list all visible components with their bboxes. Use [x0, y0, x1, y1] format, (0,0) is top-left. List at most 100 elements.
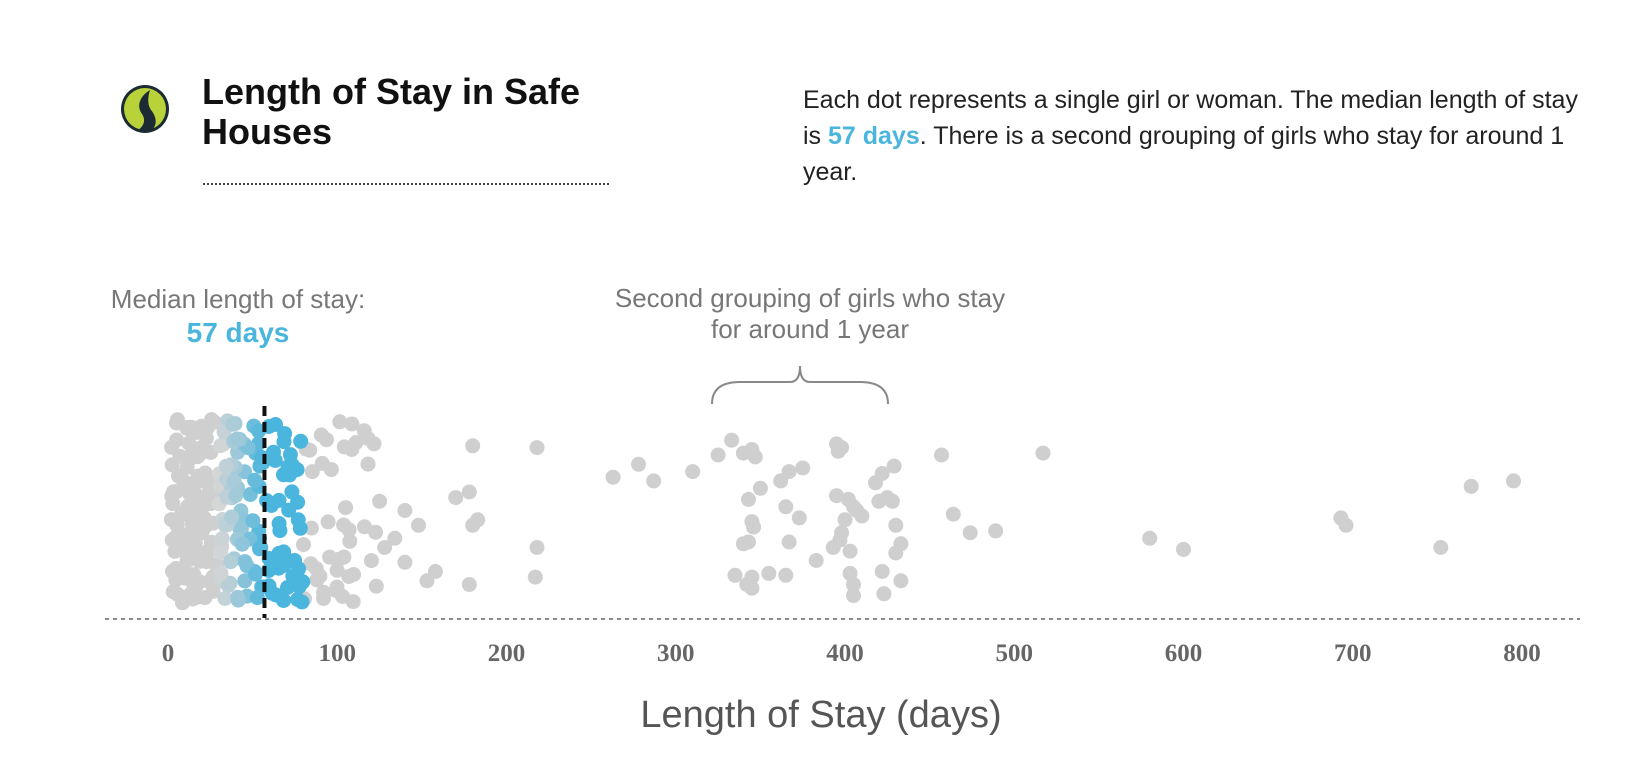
- data-point: [874, 564, 890, 579]
- data-point: [837, 512, 853, 528]
- data-point: [234, 536, 250, 552]
- data-point: [529, 440, 545, 456]
- data-point: [846, 588, 861, 604]
- data-point: [336, 549, 352, 565]
- data-point: [874, 466, 890, 481]
- data-point: [1338, 517, 1354, 533]
- data-point: [332, 414, 348, 430]
- data-point: [197, 519, 212, 535]
- data-point: [372, 493, 388, 509]
- data-point: [832, 532, 848, 548]
- data-point: [213, 544, 228, 560]
- data-point: [934, 447, 949, 463]
- data-point: [791, 510, 807, 526]
- data-point: [296, 537, 311, 553]
- data-point: [1433, 540, 1449, 555]
- data-point: [746, 519, 762, 535]
- data-point: [182, 586, 198, 602]
- data-point: [876, 586, 892, 602]
- second-grouping-brace: [711, 365, 889, 405]
- data-point: [249, 590, 265, 606]
- data-point: [840, 491, 856, 507]
- data-point: [314, 455, 330, 471]
- data-point: [1176, 541, 1191, 557]
- data-point: [336, 439, 352, 455]
- x-tick-label: 200: [488, 640, 526, 667]
- x-tick-label: 400: [826, 640, 864, 667]
- data-point: [341, 569, 357, 584]
- data-point: [184, 476, 199, 492]
- data-point: [631, 456, 646, 472]
- data-point: [204, 412, 219, 428]
- data-point: [397, 554, 413, 570]
- data-point: [178, 567, 194, 583]
- data-point: [268, 587, 284, 603]
- data-point: [842, 543, 858, 559]
- title-divider: [203, 183, 609, 185]
- data-point: [320, 514, 336, 530]
- x-tick-label: 500: [996, 640, 1034, 667]
- data-point: [213, 438, 229, 454]
- data-point: [281, 502, 297, 518]
- data-point: [197, 590, 213, 606]
- data-point: [279, 466, 295, 482]
- data-point: [218, 458, 234, 474]
- data-point: [342, 533, 358, 549]
- data-point: [1463, 478, 1479, 494]
- data-point: [291, 578, 307, 594]
- data-point: [741, 491, 756, 507]
- data-point: [778, 567, 794, 583]
- data-point: [448, 490, 464, 506]
- data-point: [214, 531, 230, 547]
- data-point: [171, 468, 186, 484]
- median-annotation-value: 57 days: [186, 317, 290, 348]
- data-point: [360, 456, 376, 472]
- data-point: [282, 447, 298, 463]
- data-point: [293, 433, 309, 449]
- second-grouping-annotation: Second grouping of girls who stay for ar…: [614, 283, 1006, 344]
- data-point: [228, 487, 244, 503]
- median-annotation: Median length of stay: 57 days: [108, 283, 368, 350]
- data-point: [461, 484, 477, 500]
- data-point: [348, 435, 364, 450]
- data-point: [988, 523, 1004, 539]
- data-point: [888, 517, 904, 533]
- data-point: [226, 473, 242, 489]
- data-point: [879, 490, 895, 506]
- data-point: [177, 534, 193, 550]
- data-point: [164, 488, 180, 504]
- data-point: [605, 469, 621, 485]
- data-point: [263, 498, 279, 513]
- data-point: [778, 499, 794, 515]
- data-point: [888, 545, 904, 561]
- description-text-start: Each dot represents a single girl or wom…: [803, 86, 1578, 150]
- median-annotation-label: Median length of stay:: [110, 284, 366, 314]
- data-point: [192, 495, 208, 511]
- data-point: [830, 443, 846, 459]
- data-point: [254, 450, 270, 465]
- data-point: [368, 524, 384, 540]
- data-point: [527, 569, 543, 585]
- data-point: [181, 435, 197, 451]
- data-point: [291, 561, 307, 577]
- data-point: [886, 458, 902, 474]
- data-point: [795, 460, 811, 476]
- x-tick-label: 300: [657, 640, 695, 667]
- data-point: [747, 449, 763, 465]
- data-point: [237, 573, 253, 589]
- x-axis-label: Length of Stay (days): [640, 694, 1002, 736]
- data-point: [230, 589, 246, 605]
- data-point: [308, 561, 324, 577]
- data-point: [368, 578, 384, 594]
- data-point: [213, 565, 229, 581]
- data-point: [183, 419, 199, 435]
- data-point: [752, 480, 768, 496]
- data-point: [313, 427, 329, 443]
- data-point: [685, 464, 701, 480]
- data-point: [169, 518, 185, 534]
- data-point: [322, 549, 338, 565]
- x-tick-label: 100: [319, 640, 357, 667]
- data-point: [271, 516, 287, 531]
- data-point: [761, 565, 777, 581]
- data-point: [217, 591, 233, 606]
